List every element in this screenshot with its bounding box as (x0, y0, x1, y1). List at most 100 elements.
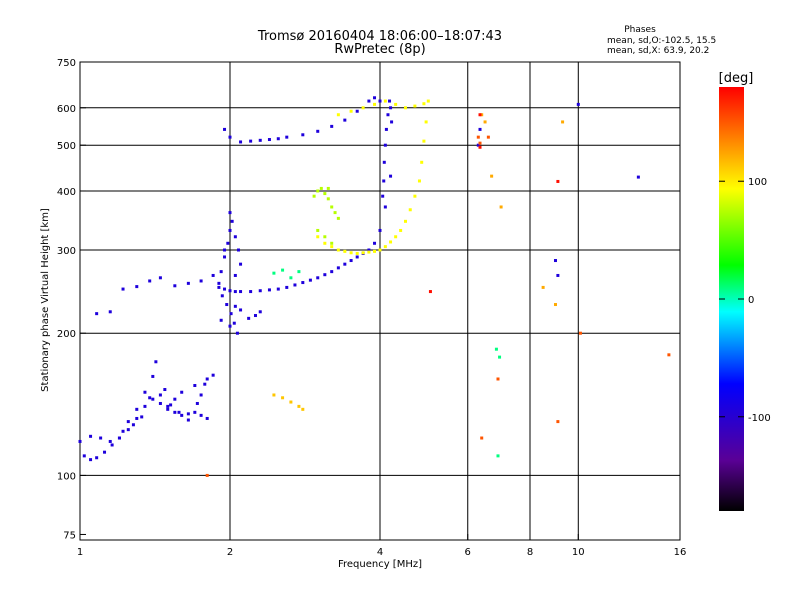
data-point (186, 281, 190, 285)
data-point (394, 102, 398, 106)
data-point (121, 287, 125, 291)
data-point (480, 436, 484, 440)
data-point (272, 393, 276, 397)
data-point (386, 113, 390, 117)
data-point (301, 281, 305, 285)
data-point (223, 248, 227, 252)
data-point (378, 99, 382, 103)
data-point (490, 174, 494, 178)
data-point (403, 106, 407, 110)
data-point (205, 377, 209, 381)
data-point (330, 270, 334, 274)
data-point (390, 120, 394, 124)
data-point (173, 397, 177, 401)
data-point (140, 415, 144, 419)
data-point (297, 404, 301, 408)
data-point (330, 205, 334, 209)
data-point (319, 186, 323, 190)
data-point (382, 179, 386, 183)
data-point (205, 416, 209, 420)
data-point (89, 434, 93, 438)
data-point (483, 120, 487, 124)
data-point (126, 428, 130, 432)
data-point (95, 456, 99, 460)
data-point (333, 211, 337, 215)
data-point (258, 138, 262, 142)
data-point (158, 401, 162, 405)
data-point (169, 403, 173, 407)
data-point (158, 393, 162, 397)
data-point (217, 285, 221, 289)
data-point (316, 129, 320, 133)
data-point (336, 216, 340, 220)
data-point (236, 248, 240, 252)
phase-info-x-mode: mean, sd,X: 63.9, 20.2 (607, 46, 709, 56)
data-point (494, 347, 498, 351)
data-point (121, 429, 125, 433)
data-point (135, 407, 139, 411)
data-point (349, 109, 353, 113)
y-tick-label: 750 (57, 58, 76, 69)
data-point (233, 290, 237, 294)
data-point (578, 331, 582, 335)
y-tick-label: 400 (57, 187, 76, 198)
data-point (126, 420, 130, 424)
data-point (95, 312, 99, 316)
data-point (378, 248, 382, 252)
data-point (383, 205, 387, 209)
y-axis-ticks: 75 100 200 300 400 500 600 750 (57, 58, 86, 541)
data-point (426, 99, 430, 103)
grid-lines (80, 62, 680, 540)
x-axis-label: Frequency [MHz] (338, 559, 422, 570)
data-point (349, 251, 353, 255)
data-point (249, 139, 253, 143)
x-tick-label: 4 (377, 547, 383, 558)
data-point (336, 248, 340, 252)
data-point (389, 240, 393, 244)
x-tick-label: 10 (572, 547, 585, 558)
data-point (556, 179, 560, 183)
data-point (220, 294, 224, 298)
data-point (480, 113, 484, 117)
data-point (135, 416, 139, 420)
data-point (381, 194, 385, 198)
phase-info-o-mode: mean, sd,O:-102.5, 15.5 (607, 36, 716, 46)
data-point (258, 289, 262, 293)
data-point (316, 228, 320, 232)
colorbar-tick-label: 0 (748, 295, 754, 306)
data-point (556, 273, 560, 277)
data-point (330, 241, 334, 245)
data-point (553, 303, 557, 307)
data-point (267, 138, 271, 142)
data-point (225, 303, 229, 307)
data-point (205, 473, 209, 477)
x-tick-label: 1 (77, 547, 83, 558)
data-point (211, 273, 215, 277)
data-point (272, 271, 276, 275)
data-point (239, 308, 243, 312)
data-point (301, 407, 305, 411)
data-point (367, 248, 371, 252)
data-point (131, 423, 135, 427)
data-point (561, 120, 565, 124)
x-tick-label: 2 (227, 547, 233, 558)
data-point (343, 249, 347, 253)
data-point (253, 314, 257, 318)
data-point (496, 377, 500, 381)
chart-title: Tromsø 20160404 18:06:00–18:07:43 (257, 29, 502, 44)
data-point (383, 143, 387, 147)
data-point (154, 360, 158, 364)
data-point (323, 235, 327, 239)
data-point (428, 290, 432, 294)
data-point (158, 276, 162, 280)
data-point (496, 454, 500, 458)
data-point (541, 285, 545, 289)
data-point (399, 228, 403, 232)
data-point (301, 133, 305, 137)
data-point (336, 266, 340, 270)
data-point (235, 331, 239, 335)
data-point (89, 458, 93, 462)
data-point (285, 135, 289, 139)
data-point (223, 255, 227, 259)
data-point (276, 287, 280, 291)
